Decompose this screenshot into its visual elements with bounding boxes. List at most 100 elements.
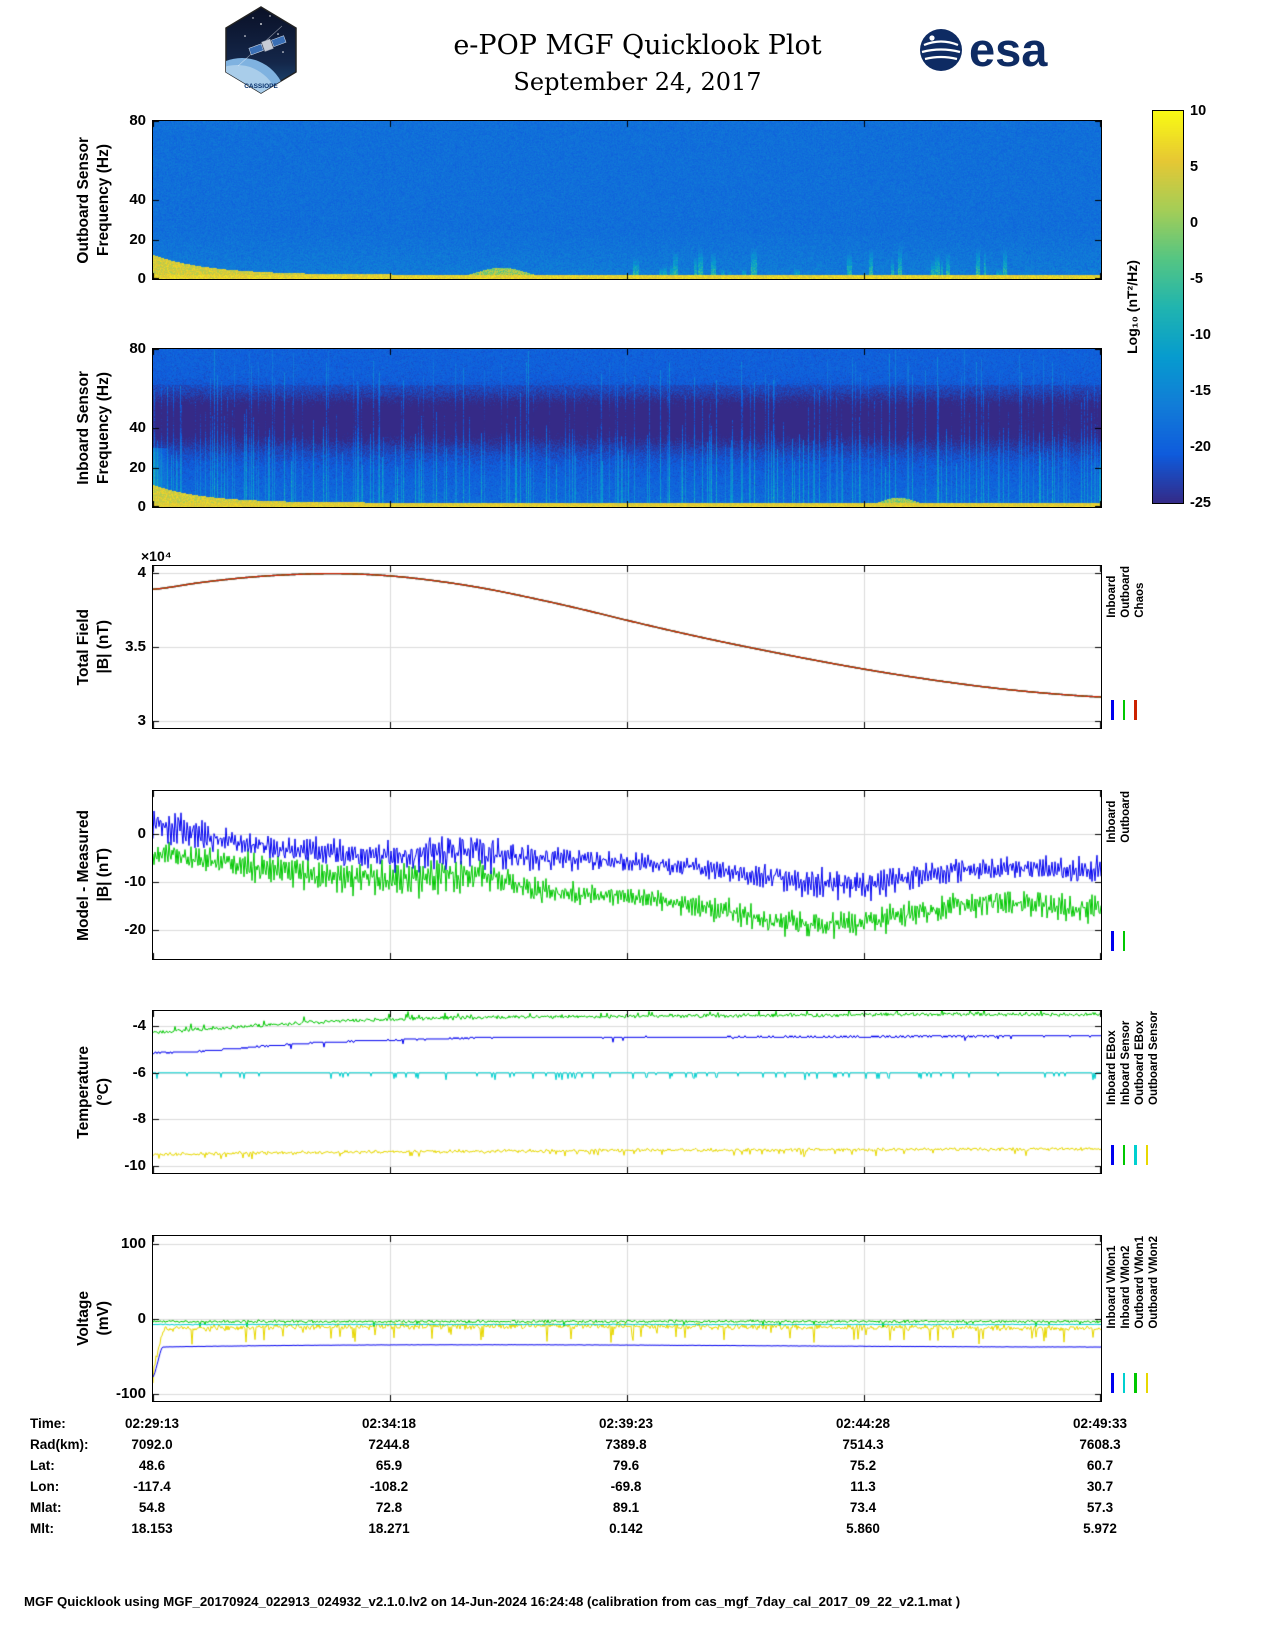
legend-color-key (1111, 1145, 1114, 1165)
axis-value: 5.860 (846, 1521, 880, 1536)
y-axis-label-total-field: Total Field |B| (nT) (75, 566, 113, 728)
y-axis-label-voltage: Voltage (mV) (75, 1236, 113, 1401)
legend-color-key (1134, 1373, 1137, 1393)
y-tick-label: 3 (137, 711, 146, 729)
y-axis-label-line: Voltage (75, 1291, 92, 1346)
legend-color-keys (1111, 1373, 1148, 1393)
axis-row-label: Time: (30, 1416, 66, 1431)
axis-row-label: Mlat: (30, 1500, 62, 1515)
temperature-panel: Temperature (°C) -10 -8 -6 -4 Inboard EBox In… (75, 1010, 1160, 1174)
axis-value: 7092.0 (131, 1437, 173, 1452)
axis-table-row-time: Time: 02:29:13 02:34:18 02:39:23 02:44:2… (0, 1416, 1275, 1434)
axis-value: 7244.8 (368, 1437, 410, 1452)
legend-color-keys (1111, 700, 1137, 720)
axis-table-row-rad: Rad(km): 7092.0 7244.8 7389.8 7514.3 760… (0, 1437, 1275, 1455)
axis-value: 48.6 (138, 1458, 166, 1473)
total-field-canvas (153, 566, 1101, 728)
y-tick-label: -6 (132, 1063, 146, 1081)
legend-entry: Outboard (1119, 791, 1132, 843)
axis-table-row-lat: Lat: 48.6 65.9 79.6 75.2 60.7 (0, 1458, 1275, 1476)
inboard-spectrogram-canvas (153, 349, 1101, 507)
legend-entry: Outboard Sensor (1147, 1011, 1160, 1105)
y-axis-label-outboard-frequency: Outboard Sensor Frequency (Hz) (75, 121, 113, 279)
model-minus-measured-panel: Model - Measured |B| (nT) -20 -10 0 Inboard… (75, 790, 1132, 960)
y-tick-label: -10 (124, 1157, 146, 1174)
axis-value: 73.4 (849, 1500, 877, 1515)
axis-value: 60.7 (1086, 1458, 1114, 1473)
cassiope-logo: CASSIOPE (225, 6, 297, 94)
axis-value: 02:34:18 (361, 1416, 417, 1431)
legend-color-key (1111, 700, 1114, 720)
colorbar-tick-label: -5 (1190, 271, 1203, 287)
y-tick-label: -100 (115, 1384, 146, 1402)
y-axis-label-line: Model - Measured (75, 809, 92, 941)
axis-value: 89.1 (612, 1500, 640, 1515)
y-tick-label: -4 (132, 1017, 146, 1035)
figure-title: e-POP MGF Quicklook Plot (453, 30, 822, 61)
axis-value: 11.3 (850, 1479, 876, 1494)
y-tick-label: 0 (137, 498, 146, 515)
y-tick-label: 4 (137, 563, 146, 581)
axis-value: 72.8 (375, 1500, 403, 1515)
axis-value: 7608.3 (1079, 1437, 1121, 1452)
colorbar-tick-label: -20 (1190, 439, 1211, 455)
temperature-canvas (153, 1011, 1101, 1173)
axis-value: 79.6 (612, 1458, 640, 1473)
colorbar-tick-label: -25 (1190, 495, 1211, 511)
axis-row-label: Mlt: (30, 1521, 54, 1536)
cassiope-logo-art (226, 15, 287, 93)
axis-value: 30.7 (1086, 1479, 1114, 1494)
y-axis-label-line: Total Field (75, 608, 92, 686)
axis-value: 7389.8 (605, 1437, 647, 1452)
cassiope-logo-text: CASSIOPE (244, 83, 278, 90)
colorbar-tick-label: -15 (1190, 383, 1211, 399)
y-axis-label-model-measured: Model - Measured |B| (nT) (75, 791, 113, 959)
y-tick-label: -20 (124, 921, 146, 939)
y-axis-label-line: (°C) (95, 1078, 112, 1106)
model-minus-measured-canvas (153, 791, 1101, 959)
axis-row-label: Rad(km): (30, 1437, 89, 1452)
y-tick-label: 80 (129, 340, 146, 357)
colorbar-tick-label: 5 (1190, 159, 1199, 175)
colorbar-label: Log₁₀ (nT²/Hz) (1124, 260, 1140, 354)
legend-entry: Inboard Sensor (1119, 1020, 1132, 1105)
voltage-panel: Voltage (mV) -100 0 100 Inboard VMon1 Inboar… (75, 1235, 1160, 1402)
inboard-spectrogram-panel: Inboard Sensor Frequency (Hz) 0 20 40 80 (75, 340, 1102, 515)
legend-entry: Inboard VMon2 (1119, 1245, 1132, 1329)
axis-value: 02:44:28 (835, 1416, 891, 1431)
total-field-panel: ×10⁴ Total Field |B| (nT) 3 3.5 4 Inboard Ou… (75, 548, 1146, 729)
legend-color-key (1145, 1373, 1148, 1393)
y-tick-label: 100 (120, 1234, 146, 1252)
y-axis-label-line: |B| (nT) (95, 620, 112, 674)
axis-table-row-mlt: Mlt: 18.153 18.271 0.142 5.860 5.972 (0, 1521, 1275, 1539)
legend-entry: Chaos (1133, 582, 1146, 618)
colorbar-tick-label: -10 (1190, 327, 1211, 343)
axis-value: -108.2 (369, 1479, 409, 1494)
legend-color-key (1122, 1373, 1125, 1393)
axis-table-row-mlat: Mlat: 54.8 72.8 89.1 73.4 57.3 (0, 1500, 1275, 1518)
legend: Inboard VMon1 Inboard VMon2 Outboard VMon1… (1106, 1236, 1161, 1329)
legend: Inboard Outboard (1106, 791, 1133, 843)
legend-entry: Inboard (1106, 575, 1118, 618)
legend-color-key (1145, 1145, 1148, 1165)
axis-value: 02:49:33 (1072, 1416, 1128, 1431)
legend-color-key (1111, 931, 1114, 951)
esa-logo: esa (918, 26, 1047, 73)
legend-color-key (1134, 1145, 1137, 1165)
axis-value: 54.8 (138, 1500, 166, 1515)
axis-value: 18.271 (368, 1521, 410, 1536)
y-tick-label: 0 (137, 270, 146, 287)
legend-color-key (1134, 700, 1137, 720)
legend-entry: Outboard VMon2 (1147, 1236, 1160, 1329)
y-tick-label: 80 (129, 112, 146, 129)
colorbar-tick-label: 10 (1190, 103, 1207, 119)
axis-value: 7514.3 (842, 1437, 884, 1452)
outboard-spectrogram-canvas (153, 121, 1101, 279)
legend-entry: Inboard EBox (1106, 1030, 1118, 1105)
figure-date: September 24, 2017 (513, 68, 762, 96)
y-axis-label-line: Temperature (75, 1045, 92, 1139)
y-tick-label: 0 (137, 825, 146, 843)
y-tick-label: 40 (129, 191, 146, 208)
axis-row-label: Lon: (30, 1479, 60, 1494)
